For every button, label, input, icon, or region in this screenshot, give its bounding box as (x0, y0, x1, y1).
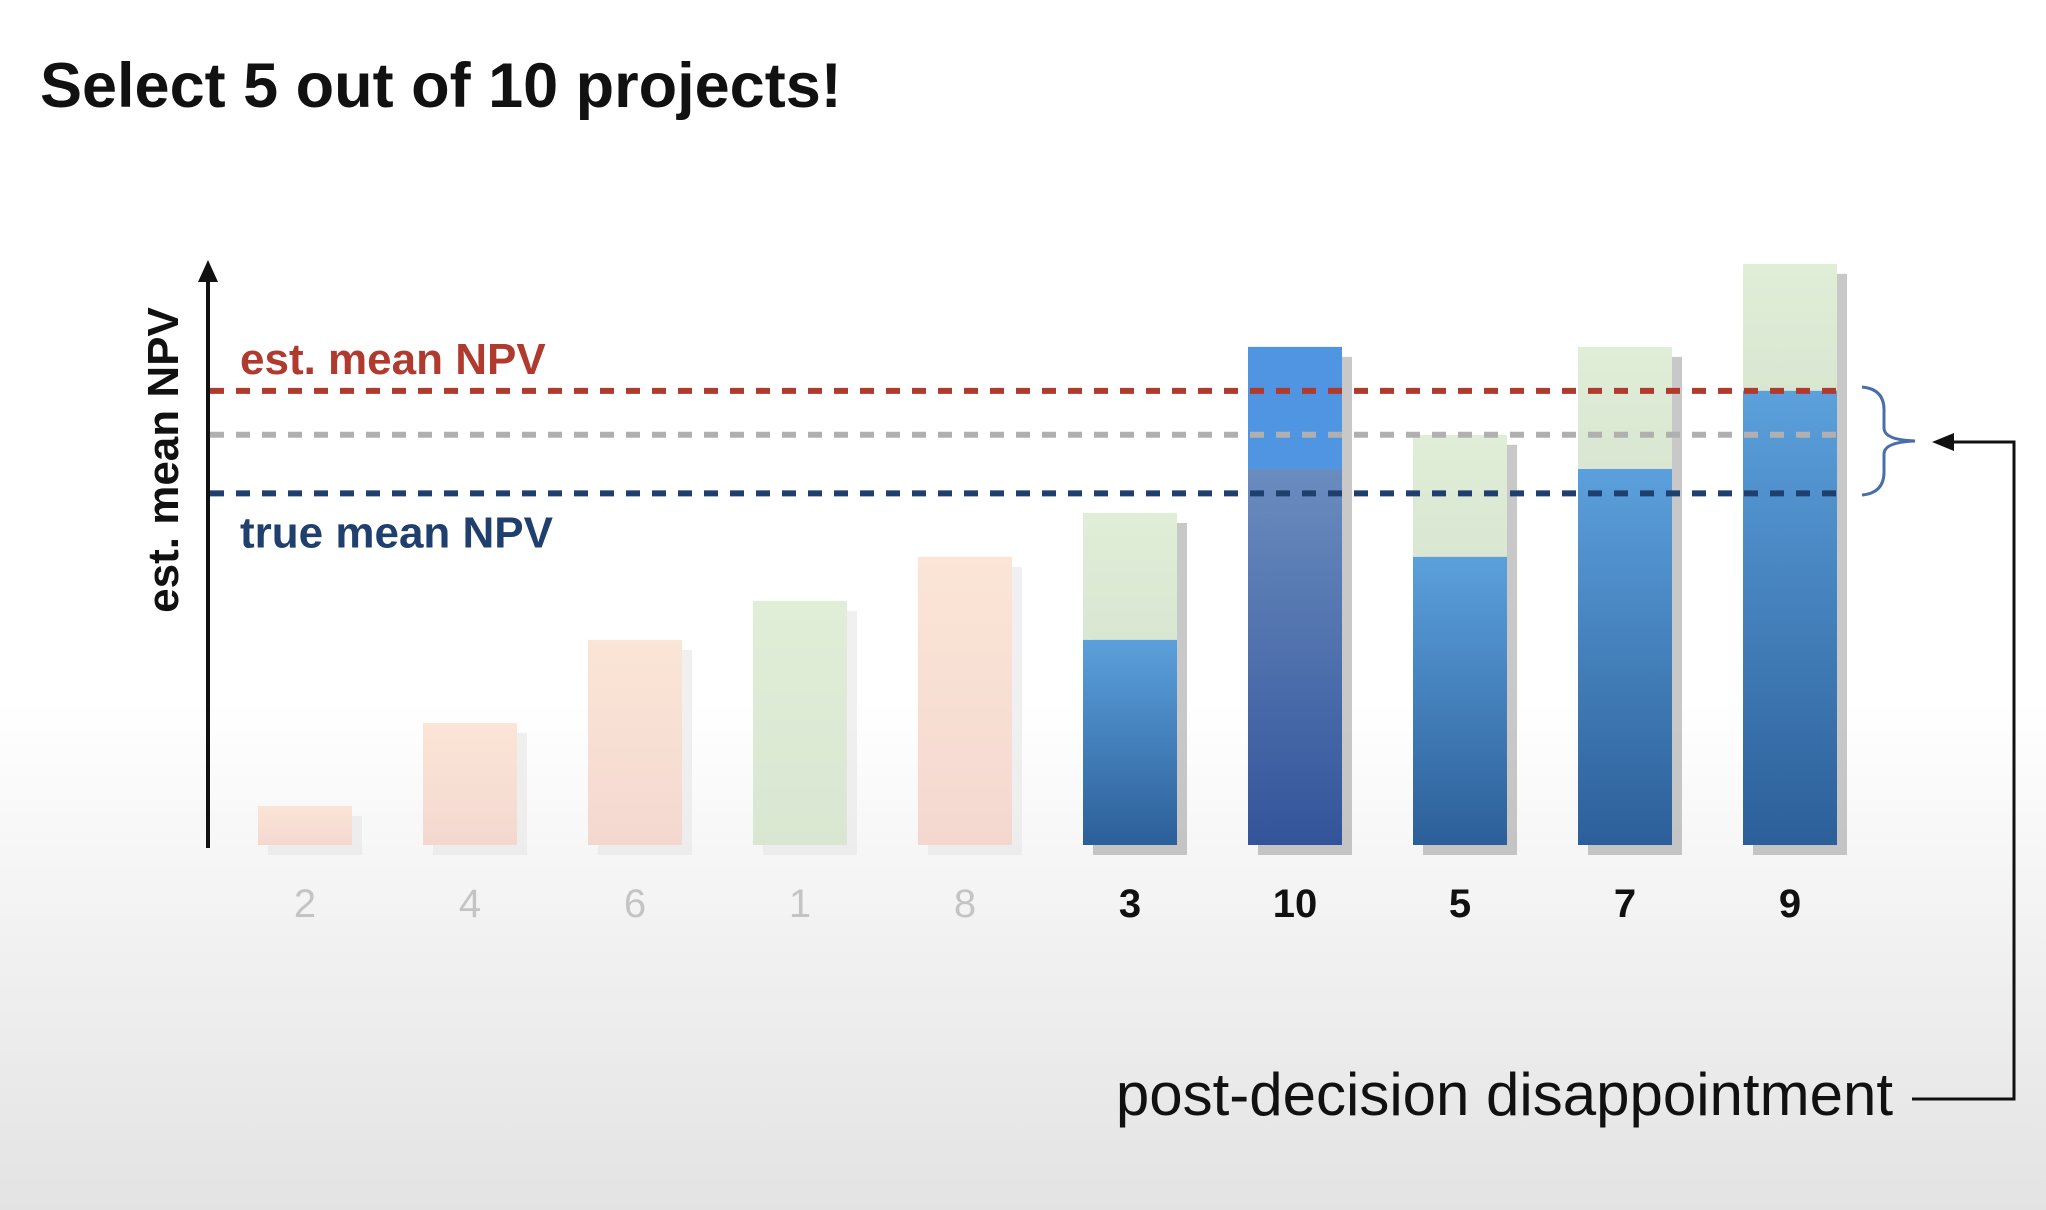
x-tick-label: 9 (1779, 882, 1801, 926)
bar-true-9 (1743, 390, 1837, 845)
bar-estimate-9 (1743, 263, 1837, 391)
bar-estimate-8 (918, 556, 1012, 845)
x-tick-label: 4 (459, 882, 481, 926)
x-tick-label: 2 (294, 882, 316, 926)
x-tick-labels: 2 4 6 1 8 3 10 5 7 9 (294, 882, 1801, 926)
post-decision-annotation: post-decision disappointment (1116, 1061, 1893, 1128)
y-axis-label: est. mean NPV (139, 307, 188, 613)
bars (258, 263, 1837, 845)
x-tick-label: 10 (1273, 882, 1318, 926)
slide-title: Select 5 out of 10 projects! (40, 51, 842, 121)
bar-estimate-10 (1248, 346, 1342, 469)
x-tick-label: 6 (624, 882, 646, 926)
x-tick-label: 3 (1119, 882, 1141, 926)
bar-estimate-4 (423, 722, 517, 845)
annotation-connector (1912, 440, 2016, 1101)
bar-true-7 (1578, 468, 1672, 845)
bar-true-5 (1413, 556, 1507, 845)
bar-estimate-1 (753, 600, 847, 845)
bar-true-10 (1248, 468, 1342, 845)
x-tick-label: 5 (1449, 882, 1471, 926)
x-tick-label: 8 (954, 882, 976, 926)
reference-line-label-0: est. mean NPV (240, 335, 546, 384)
connector-arrow-icon (1932, 433, 1954, 451)
reference-line-label-2: true mean NPV (240, 508, 554, 557)
bar-true-3 (1083, 639, 1177, 845)
curly-brace-icon (1861, 385, 1916, 497)
bar-estimate-7 (1578, 346, 1672, 469)
x-tick-label: 1 (789, 882, 811, 926)
y-axis-arrow-icon (198, 260, 218, 282)
bar-estimate-3 (1083, 512, 1177, 640)
reference-lines: est. mean NPV true mean NPV (210, 335, 1840, 557)
bar-estimate-2 (258, 805, 352, 845)
x-tick-label: 7 (1614, 882, 1636, 926)
bar-estimate-6 (588, 639, 682, 845)
